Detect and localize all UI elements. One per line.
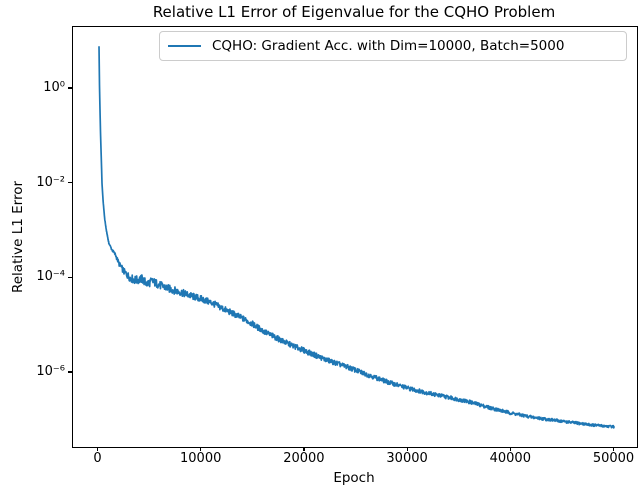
x-tick-mark [613, 447, 615, 451]
y-tick-label: 10⁻⁶ [36, 363, 65, 379]
x-tick-mark [406, 447, 408, 451]
x-tick-label: 10000 [180, 451, 222, 466]
x-tick-mark [200, 447, 202, 451]
x-tick-label: 20000 [283, 451, 325, 466]
legend-label: CQHO: Gradient Acc. with Dim=10000, Batc… [212, 38, 565, 54]
series-line [98, 46, 615, 429]
x-tick-label: 0 [93, 451, 102, 466]
x-axis-label: Epoch [333, 470, 375, 486]
x-tick-mark [303, 447, 305, 451]
y-tick-label: 10⁻² [36, 174, 65, 190]
series-plot-canvas [98, 46, 615, 429]
y-axis-label: Relative L1 Error [10, 180, 26, 294]
x-tick-label: 40000 [489, 451, 531, 466]
y-tick-label: 10⁰ [43, 80, 65, 96]
x-tick-mark [509, 447, 512, 451]
legend: CQHO: Gradient Acc. with Dim=10000, Batc… [159, 31, 627, 61]
chart-title: Relative L1 Error of Eigenvalue for the … [152, 3, 556, 21]
x-tick-mark [96, 447, 99, 451]
y-tick-mark [68, 371, 72, 373]
plot-area [72, 26, 638, 448]
x-tick-label: 50000 [592, 451, 635, 466]
y-tick-label: 10⁻⁴ [36, 269, 65, 285]
x-tick-label: 30000 [386, 451, 428, 466]
legend-line-sample [168, 45, 201, 47]
y-tick-mark [68, 276, 72, 278]
y-tick-mark [68, 182, 72, 184]
y-tick-mark [68, 87, 72, 89]
